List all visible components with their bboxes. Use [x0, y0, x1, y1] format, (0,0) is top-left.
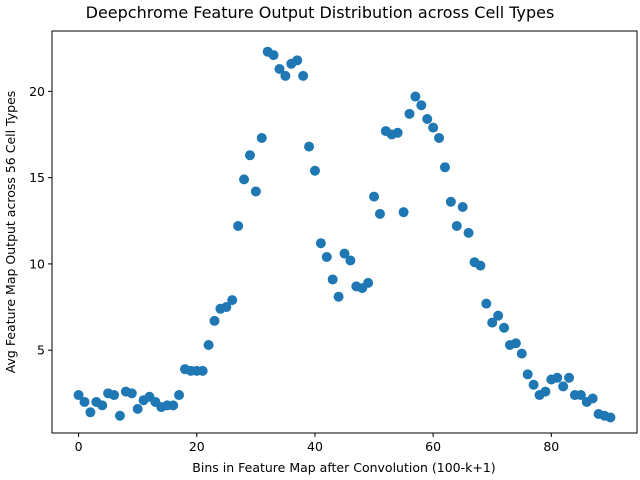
- y-tick-label: 5: [37, 343, 45, 358]
- data-point: [221, 302, 232, 313]
- x-axis-ticks: 0 20 40 60 80: [75, 433, 559, 454]
- y-axis-ticks: 5 10 15 20: [29, 84, 52, 358]
- data-point: [499, 322, 510, 333]
- data-point: [268, 50, 279, 61]
- data-point: [410, 91, 421, 102]
- y-tick-label: 10: [29, 256, 45, 271]
- x-tick-label: 80: [543, 439, 559, 454]
- y-tick-label: 20: [29, 84, 45, 99]
- data-point: [233, 220, 244, 231]
- data-point: [280, 70, 291, 81]
- data-point: [475, 260, 486, 271]
- data-point: [132, 403, 143, 414]
- data-point: [345, 255, 356, 266]
- data-point: [575, 390, 586, 401]
- data-point: [439, 162, 450, 173]
- data-point: [73, 390, 84, 401]
- data-point: [239, 174, 250, 185]
- data-point: [428, 122, 439, 133]
- data-point: [363, 277, 374, 288]
- data-point: [540, 386, 551, 397]
- data-point: [227, 295, 238, 306]
- data-point: [197, 365, 208, 376]
- data-point: [605, 412, 616, 423]
- data-point: [304, 141, 315, 152]
- data-point: [510, 338, 521, 349]
- data-point: [85, 407, 96, 418]
- data-point: [416, 100, 427, 111]
- data-point: [114, 410, 125, 421]
- data-point: [203, 340, 214, 351]
- data-point: [244, 150, 255, 161]
- data-point: [463, 227, 474, 238]
- data-point: [528, 379, 539, 390]
- data-point: [126, 388, 137, 399]
- y-tick-label: 15: [29, 170, 45, 185]
- data-point: [369, 191, 380, 202]
- data-point: [487, 317, 498, 328]
- data-point: [516, 348, 527, 359]
- data-point: [374, 208, 385, 219]
- data-point: [493, 310, 504, 321]
- x-axis-label: Bins in Feature Map after Convolution (1…: [192, 460, 495, 475]
- x-tick-label: 40: [307, 439, 323, 454]
- data-point: [481, 298, 492, 309]
- x-tick-label: 20: [189, 439, 205, 454]
- data-point: [404, 108, 415, 119]
- x-tick-label: 60: [425, 439, 441, 454]
- data-point: [327, 274, 338, 285]
- data-point: [552, 372, 563, 383]
- data-point: [422, 113, 433, 124]
- data-point: [109, 390, 120, 401]
- data-point: [587, 393, 598, 404]
- data-point: [209, 315, 220, 326]
- data-point: [168, 400, 179, 411]
- data-point: [250, 186, 261, 197]
- data-point: [79, 396, 90, 407]
- data-point: [333, 291, 344, 302]
- data-point: [274, 63, 285, 74]
- data-point: [339, 248, 350, 259]
- data-point: [97, 400, 108, 411]
- data-point: [309, 165, 320, 176]
- data-point: [321, 252, 332, 263]
- data-point: [564, 372, 575, 383]
- data-points: [73, 46, 616, 423]
- data-point: [457, 201, 468, 212]
- data-point: [292, 55, 303, 66]
- data-point: [445, 196, 456, 207]
- data-point: [392, 127, 403, 138]
- data-point: [434, 132, 445, 143]
- data-point: [315, 238, 326, 249]
- data-point: [298, 70, 309, 81]
- data-point: [256, 132, 267, 143]
- plot-frame: [51, 30, 638, 434]
- data-point: [522, 369, 533, 380]
- x-tick-label: 0: [75, 439, 83, 454]
- chart-title: Deepchrome Feature Output Distribution a…: [86, 3, 555, 22]
- y-axis-label: Avg Feature Map Output across 56 Cell Ty…: [3, 91, 18, 374]
- data-point: [398, 207, 409, 218]
- data-point: [451, 220, 462, 231]
- data-point: [174, 390, 185, 401]
- data-point: [558, 381, 569, 392]
